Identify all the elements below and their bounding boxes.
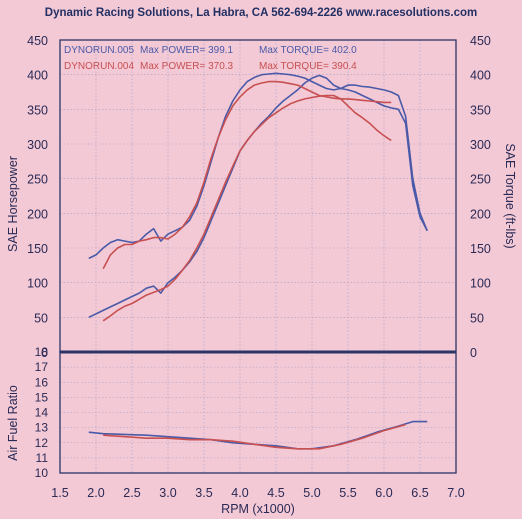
legend: DYNORUN.005 Max POWER= 399.1 Max TORQUE=…	[64, 45, 357, 72]
legend-run-005: DYNORUN.005	[64, 45, 134, 56]
x-tick-1.5: 1.5	[51, 486, 68, 500]
x-tick-4.5: 4.5	[267, 486, 284, 500]
y-tick-right-150: 150	[470, 242, 491, 256]
y-tick-left-50: 50	[34, 311, 48, 325]
bottom-series	[88, 420, 428, 450]
y-axis-label-torque: SAE Torque (ft-lbs)	[503, 143, 517, 248]
legend-torque-004: Max TORQUE= 390.4	[259, 61, 357, 72]
legend-torque-005: Max TORQUE= 402.0	[259, 45, 357, 56]
tick-labels: 1.5 2.0 2.5 3.0 3.5 4.0 4.5 5.0 5.5 6.0 6.5 7.0 0 0 50…	[27, 34, 491, 500]
series-dynorun-005-torque	[88, 72, 428, 260]
y-tick-left-350: 350	[27, 103, 48, 117]
afr-tick-15: 15	[35, 390, 49, 404]
legend-power-005: Max POWER= 399.1	[140, 45, 234, 56]
chart-title: Dynamic Racing Solutions, La Habra, CA 5…	[45, 7, 477, 19]
y-tick-left-100: 100	[27, 277, 48, 291]
y-tick-left-0: 0	[41, 346, 48, 360]
x-axis-label: RPM (x1000)	[221, 502, 295, 516]
x-tick-7.0: 7.0	[447, 486, 464, 500]
legend-run-004: DYNORUN.004	[64, 61, 134, 72]
afr-tick-13: 13	[35, 421, 49, 435]
y-tick-left-300: 300	[27, 138, 48, 152]
x-tick-5.0: 5.0	[303, 486, 320, 500]
x-tick-4.0: 4.0	[231, 486, 248, 500]
y-tick-right-350: 350	[470, 103, 491, 117]
y-axis-label-horsepower: SAE Horsepower	[6, 156, 20, 252]
x-tick-3.5: 3.5	[195, 486, 212, 500]
y-tick-right-0: 0	[470, 346, 477, 360]
series-dynorun-004-horsepower	[102, 94, 392, 322]
y-tick-right-250: 250	[470, 173, 491, 187]
top-series	[88, 72, 428, 322]
afr-tick-12: 12	[35, 436, 49, 450]
afr-tick-16: 16	[35, 375, 49, 389]
y-tick-right-300: 300	[470, 138, 491, 152]
y-tick-right-450: 450	[470, 34, 491, 48]
x-tick-3.0: 3.0	[159, 486, 176, 500]
y-tick-left-200: 200	[27, 207, 48, 221]
legend-power-004: Max POWER= 370.3	[140, 61, 234, 72]
y-tick-left-450: 450	[27, 34, 48, 48]
x-tick-5.5: 5.5	[339, 486, 356, 500]
series-dynorun-004-torque	[102, 80, 392, 270]
x-tick-6.5: 6.5	[411, 486, 428, 500]
afr-tick-18: 18	[35, 345, 49, 359]
y-tick-right-200: 200	[470, 207, 491, 221]
y-tick-left-150: 150	[27, 242, 48, 256]
y-tick-left-250: 250	[27, 173, 48, 187]
y-tick-left-400: 400	[27, 69, 48, 83]
afr-tick-11: 11	[36, 451, 49, 465]
y-axis-label-afr: Air Fuel Ratio	[6, 385, 20, 461]
y-tick-right-400: 400	[470, 69, 491, 83]
x-tick-6.0: 6.0	[375, 486, 392, 500]
y-tick-right-50: 50	[470, 311, 484, 325]
x-tick-2.5: 2.5	[123, 486, 140, 500]
afr-tick-10: 10	[35, 466, 49, 480]
y-tick-right-100: 100	[470, 277, 491, 291]
afr-tick-17: 17	[35, 360, 49, 374]
afr-tick-14: 14	[35, 406, 49, 420]
series-dynorun-004-afr	[103, 423, 406, 450]
x-tick-2.0: 2.0	[87, 486, 104, 500]
